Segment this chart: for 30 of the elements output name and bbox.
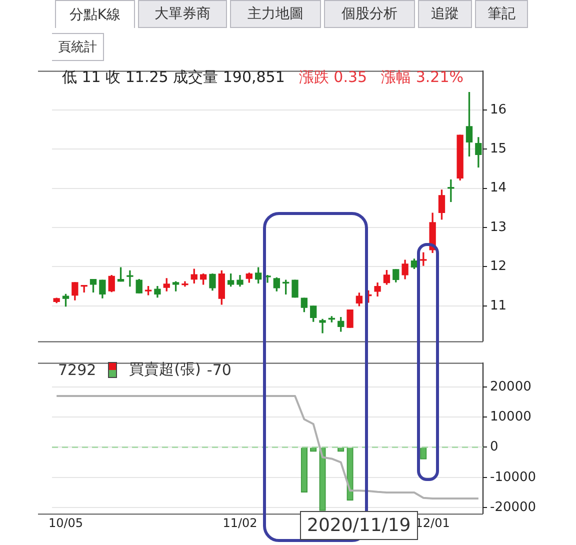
text: 筆記 — [475, 0, 528, 28]
y-tick-label: 0 — [490, 440, 498, 455]
text: 大單券商 — [138, 0, 227, 28]
y-tick-label: -10000 — [490, 470, 536, 485]
annotation: 漲跌 0.35 — [298, 68, 368, 87]
legend-label: 買賣超(張) — [129, 360, 201, 379]
y-tick-label: 11 — [490, 298, 507, 314]
annotation: -70 — [206, 360, 232, 378]
candlestick — [319, 318, 326, 334]
annotation: 漲幅 3.21% — [381, 68, 464, 87]
y-tick-label: 10000 — [490, 409, 532, 424]
y-tick-label: 13 — [490, 220, 507, 235]
chart-subtitle: 低 11 收 11.25 成交量 190,851 — [62, 68, 285, 87]
y-tick-label: 20000 — [490, 379, 532, 394]
candlestick — [126, 270, 134, 287]
text: 2020/11/19 — [307, 515, 411, 536]
y-tick-label: -20000 — [490, 500, 536, 515]
text: 主力地圖 — [230, 0, 321, 28]
text: 追蹤 — [418, 0, 472, 28]
annotation: 7292 — [58, 360, 96, 378]
x-tick-label: 12/01 — [415, 516, 450, 530]
y-tick-label: 15 — [490, 142, 507, 157]
text: 個股分析 — [324, 0, 415, 28]
y-tick-label: 14 — [490, 180, 507, 196]
y-tick-label: 16 — [490, 102, 507, 118]
x-tick-label: 10/05 — [48, 516, 84, 530]
y-tick-label: 12 — [490, 259, 507, 274]
x-tick-label: 11/02 — [222, 516, 258, 530]
text: 頁統計 — [52, 33, 104, 61]
text: 分點K線 — [55, 0, 135, 28]
